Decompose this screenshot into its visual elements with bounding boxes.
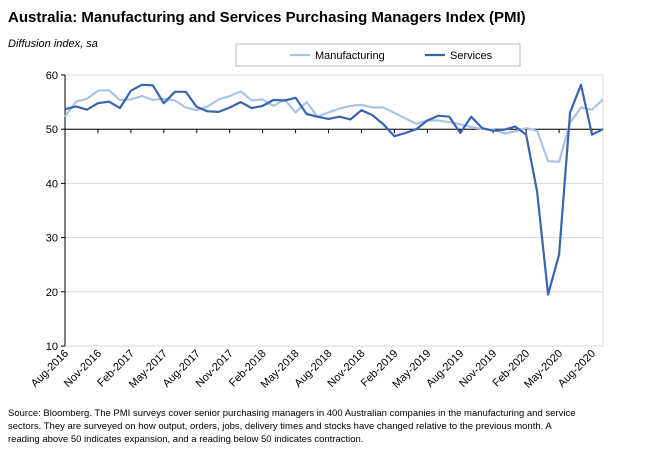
source-note: reading above 50 indicates expansion, an… bbox=[8, 434, 363, 445]
chart-subtitle: Diffusion index, sa bbox=[8, 38, 98, 50]
source-note: sectors. They are surveyed on how output… bbox=[8, 421, 552, 432]
y-tick-label: 20 bbox=[46, 287, 58, 299]
series-line bbox=[64, 89, 604, 163]
source-note: Source: Bloomberg. The PMI surveys cover… bbox=[8, 408, 575, 419]
y-tick-label: 60 bbox=[46, 70, 58, 82]
chart-title: Australia: Manufacturing and Services Pu… bbox=[8, 9, 526, 26]
plot-frame bbox=[64, 74, 604, 347]
y-tick-label: 10 bbox=[46, 341, 58, 353]
legend-box bbox=[235, 43, 521, 67]
series-line bbox=[64, 83, 604, 296]
legend-label: Manufacturing bbox=[315, 50, 385, 62]
legend-label: Services bbox=[450, 50, 493, 62]
y-tick-label: 30 bbox=[46, 233, 58, 245]
y-tick-label: 40 bbox=[46, 178, 58, 190]
y-tick-label: 50 bbox=[46, 124, 58, 136]
